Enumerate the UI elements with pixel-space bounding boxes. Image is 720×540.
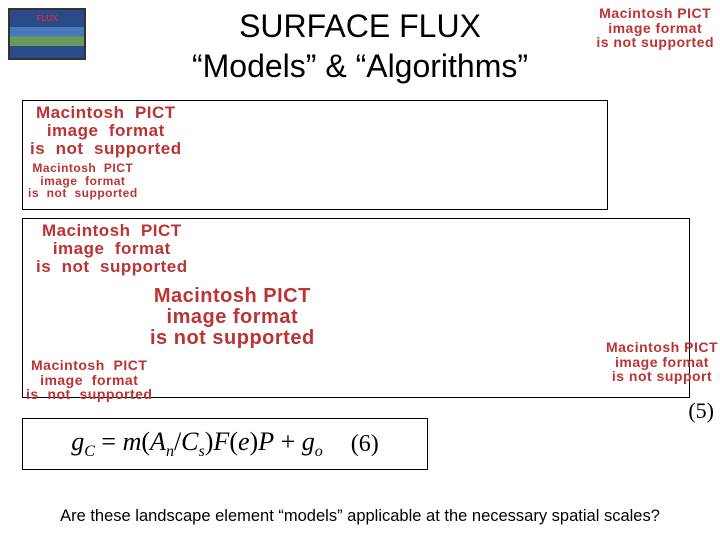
pict-line: image format — [47, 121, 165, 140]
eq-sub-c: C — [84, 443, 95, 460]
eq-plus: + — [274, 427, 302, 456]
pict-line: is not supported — [596, 34, 714, 50]
eq-g: g — [71, 427, 84, 456]
pict-line: is not supported — [30, 139, 182, 158]
pict-line: is not supported — [36, 257, 188, 276]
eq-m: m — [123, 427, 142, 456]
pict-line: image format — [53, 239, 171, 258]
pict-line: is not support — [612, 368, 712, 384]
pict-line: Macintosh PICT — [36, 103, 176, 122]
equation-label-5: (5) — [688, 398, 714, 424]
pict-error-box2-b: Macintosh PICT image format is not suppo… — [150, 286, 315, 349]
eq-sub-o: o — [315, 443, 323, 460]
pict-error-box2-a: Macintosh PICT image format is not suppo… — [36, 222, 188, 276]
pict-line: image format — [608, 20, 702, 36]
title-line-2: “Models” & “Algorithms” — [192, 48, 528, 84]
pict-line: image format — [40, 372, 138, 388]
equation-box-6: gC = m(An/Cs)F(e)P + go (6) — [22, 418, 428, 470]
eq-a: A — [150, 427, 166, 456]
pict-line: Macintosh PICT — [606, 339, 718, 355]
eq-rparen2: ) — [250, 427, 259, 456]
pict-error-box2-c: Macintosh PICT image format is not suppo… — [26, 358, 152, 402]
eq-e: e — [238, 427, 250, 456]
eq-g2: g — [302, 427, 315, 456]
pict-line: Macintosh PICT — [31, 357, 147, 373]
footer-question: Are these landscape element “models” app… — [0, 507, 720, 526]
pict-error-right-mid: Macintosh PICT image format is not suppo… — [606, 340, 718, 384]
eq-lparen: ( — [141, 427, 150, 456]
eq-lparen2: ( — [229, 427, 238, 456]
logo-label: FLUX — [37, 14, 58, 23]
title-line-1: SURFACE FLUX — [239, 8, 481, 44]
equation-6: gC = m(An/Cs)F(e)P + go — [71, 427, 323, 461]
pict-error-box1-b: Macintosh PICT image format is not suppo… — [28, 162, 138, 200]
pict-line: image format — [167, 306, 299, 328]
logo-image: FLUX — [8, 8, 86, 60]
pict-line: Macintosh PICT — [154, 285, 311, 307]
eq-f: F — [213, 427, 229, 456]
pict-error-top-right: Macintosh PICT image format is not suppo… — [596, 6, 714, 50]
eq-p: P — [258, 427, 274, 456]
pict-error-box1-a: Macintosh PICT image format is not suppo… — [30, 104, 182, 158]
pict-line: Macintosh PICT — [42, 221, 182, 240]
eq-equals: = — [95, 427, 123, 456]
eq-sub-n: n — [166, 443, 174, 460]
pict-line: is not supported — [28, 186, 138, 200]
pict-line: Macintosh PICT — [599, 5, 711, 21]
equation-label-6: (6) — [323, 431, 379, 458]
pict-line: is not supported — [26, 386, 152, 402]
pict-line: image format — [615, 354, 709, 370]
pict-line: is not supported — [150, 327, 315, 349]
eq-c: C — [181, 427, 198, 456]
